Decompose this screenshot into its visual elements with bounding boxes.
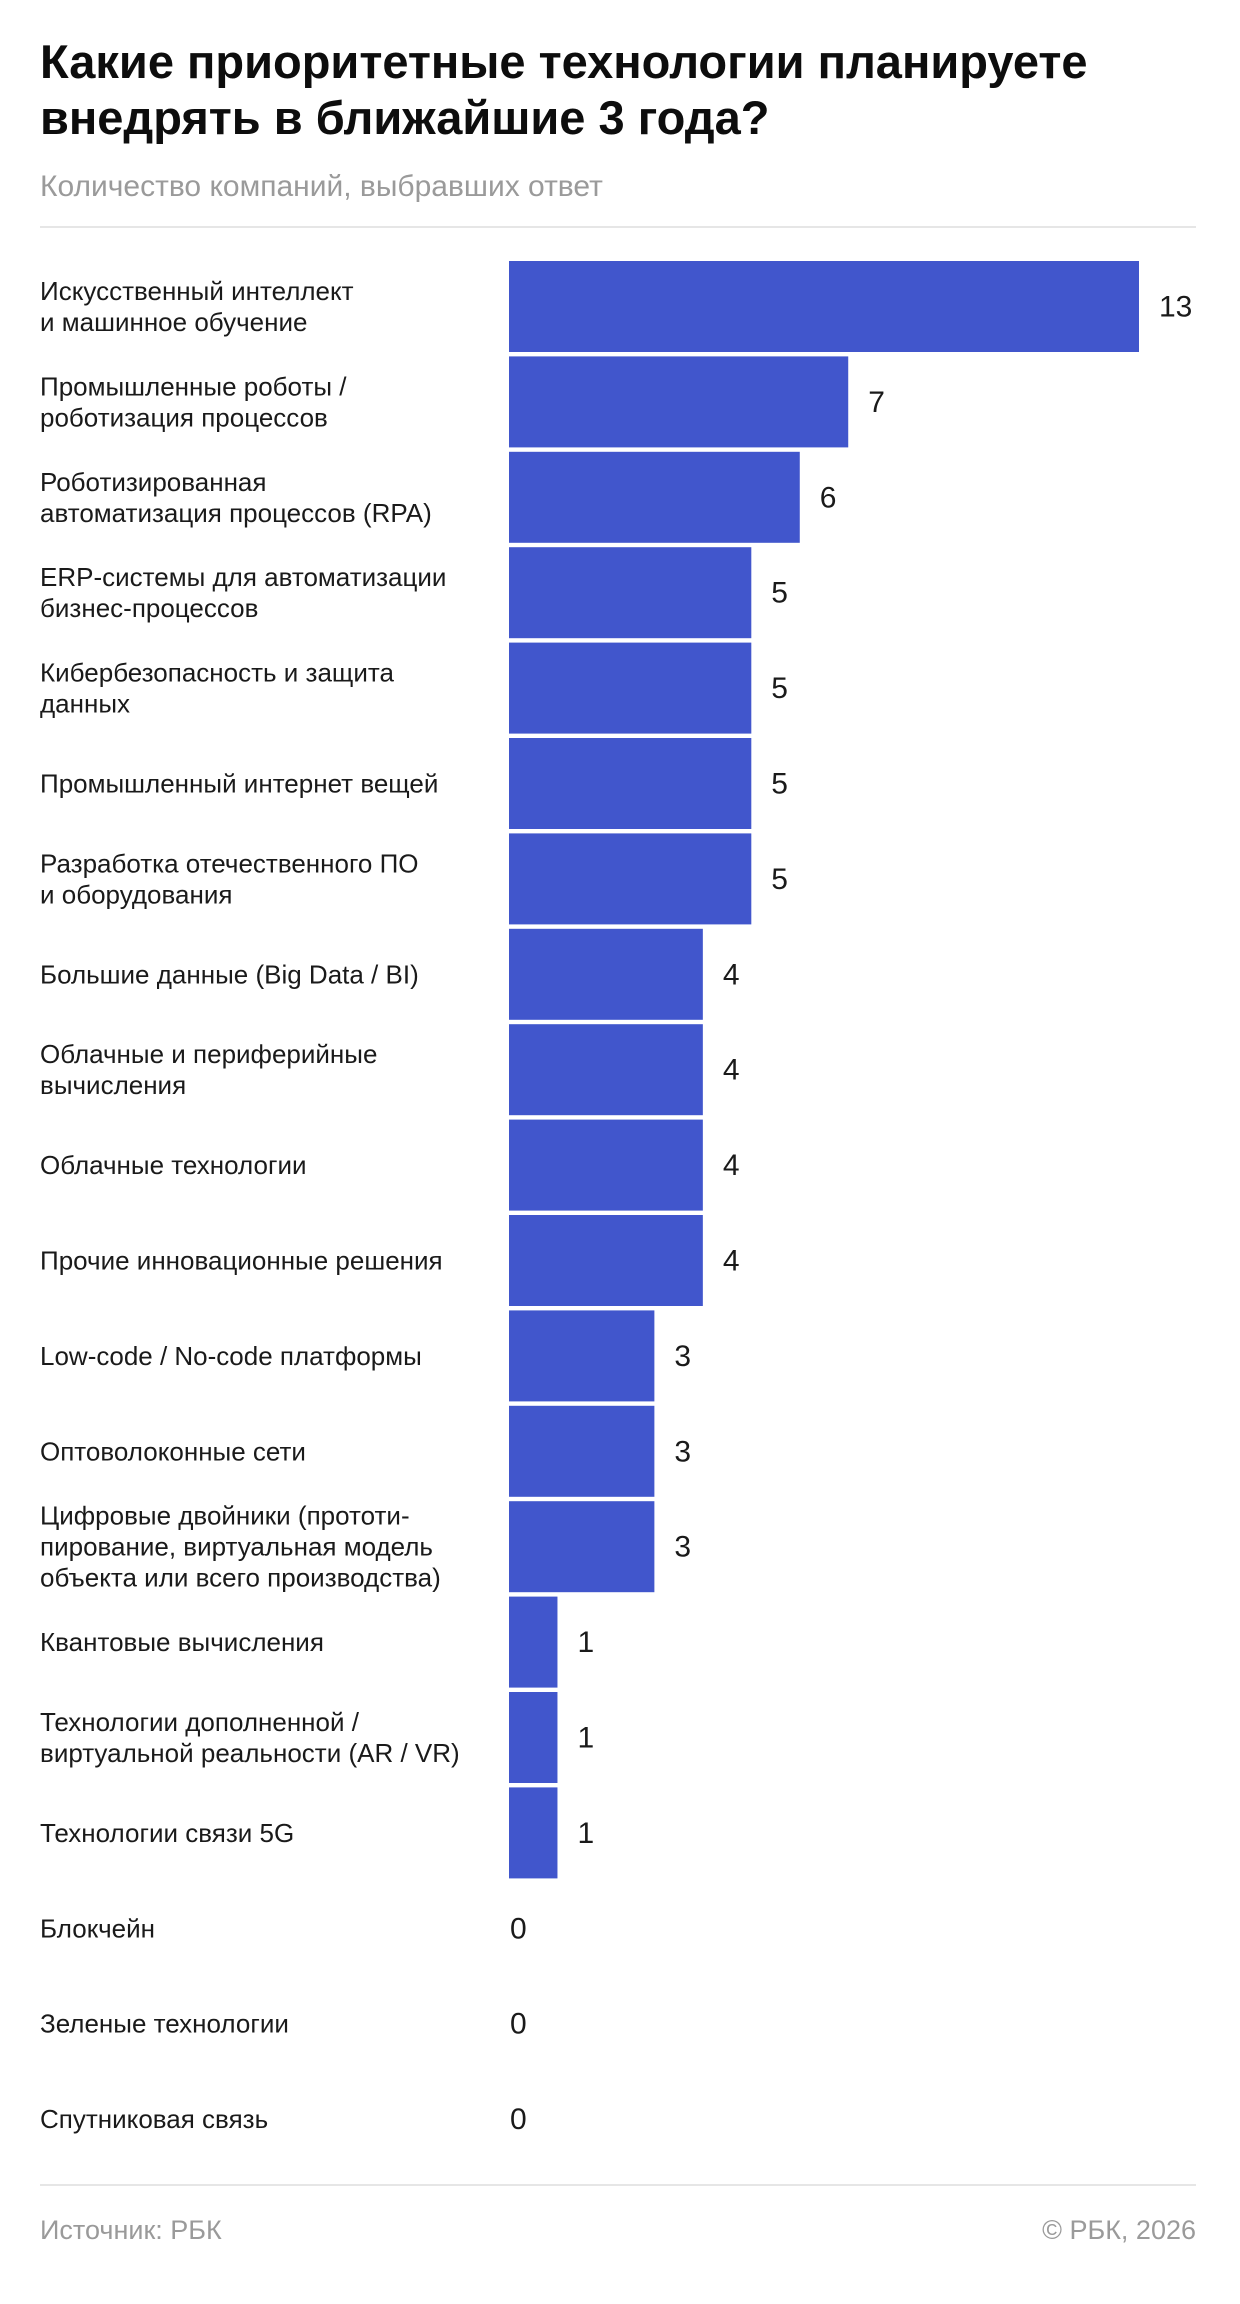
bar (509, 547, 752, 639)
category-label: Кибербезопасность и защита данных (40, 658, 394, 719)
value-label: 4 (723, 1245, 740, 1278)
value-label: 1 (577, 1626, 594, 1659)
bar (509, 1215, 703, 1306)
bar (509, 1119, 703, 1211)
value-label: 5 (771, 863, 788, 896)
category-label: Прочие инновационные решения (40, 1246, 443, 1276)
value-label: 1 (577, 1722, 594, 1755)
category-label: Разработка отечественного ПО и оборудован… (40, 848, 419, 909)
category-label: Роботизированная автоматизация процессов … (40, 467, 432, 528)
category-label: Оптоволоконные сети (40, 1436, 306, 1466)
category-label: Большие данные (Big Data / BI) (40, 959, 419, 989)
value-label: 3 (674, 1435, 691, 1468)
category-label: Блокчейн (40, 1913, 155, 1943)
value-label: 0 (510, 1912, 527, 1945)
value-labels-layer: 13 7 6 5 5 5 5 4 4 4 4 3 3 3 1 1 1 0 0 0 (510, 291, 1192, 2137)
bar (509, 1787, 558, 1879)
category-label: Облачные технологии (40, 1150, 307, 1180)
bar (509, 356, 849, 448)
value-label: 5 (771, 577, 788, 610)
bottom-divider (40, 2184, 1196, 2186)
value-label: 3 (674, 1531, 691, 1564)
bar (509, 1310, 655, 1402)
value-label: 1 (577, 1817, 594, 1850)
value-label: 4 (723, 1054, 740, 1087)
value-label: 0 (510, 2008, 527, 2041)
bar (509, 738, 752, 829)
category-labels-layer: Искусственный интеллект и машинное обучен… (40, 276, 460, 2134)
bar (509, 1024, 703, 1116)
bar (509, 928, 703, 1020)
category-label: Технологии связи 5G (40, 1818, 294, 1848)
value-label: 6 (820, 481, 837, 514)
value-label: 5 (771, 672, 788, 705)
value-label: 4 (723, 1149, 740, 1182)
value-label: 4 (723, 958, 740, 991)
category-label: Технологии дополненной / виртуальной реал… (40, 1707, 460, 1768)
value-label: 5 (771, 768, 788, 801)
value-label: 13 (1159, 291, 1192, 324)
category-label: Промышленный интернет вещей (40, 769, 438, 799)
copyright-note: © РБК, 2026 (1042, 2215, 1196, 2245)
bar (509, 261, 1139, 352)
category-label: Зеленые технологии (40, 2009, 289, 2039)
bar (509, 1692, 558, 1783)
category-label: Спутниковая связь (40, 2104, 268, 2134)
value-label: 3 (674, 1340, 691, 1373)
bar (509, 1501, 655, 1593)
top-divider (40, 226, 1196, 228)
bar (509, 1405, 655, 1497)
value-label: 7 (868, 386, 885, 419)
chart-subtitle: Количество компаний, выбравших ответ (40, 170, 603, 203)
value-label: 0 (510, 2103, 527, 2136)
source-note: Источник: РБК (40, 2215, 222, 2245)
category-label: ERP-системы для автоматизации бизнес-проц… (40, 562, 446, 623)
bar (509, 833, 752, 925)
category-label: Квантовые вычисления (40, 1627, 324, 1657)
category-label: Low-code / No-code платформы (40, 1341, 422, 1371)
category-label: Облачные и периферийные вычисления (40, 1039, 377, 1100)
category-label: Искусственный интеллект и машинное обучен… (40, 276, 354, 337)
category-label: Цифровые двойники (прототи-пирование, ви… (40, 1501, 441, 1593)
bars-layer (509, 261, 1139, 1879)
bar (509, 451, 800, 543)
bar (509, 642, 752, 734)
chart-title: Какие приоритетные технологии планируете… (40, 35, 1088, 144)
category-label: Промышленные роботы / роботизация процесс… (40, 371, 347, 432)
bar (509, 1596, 558, 1688)
